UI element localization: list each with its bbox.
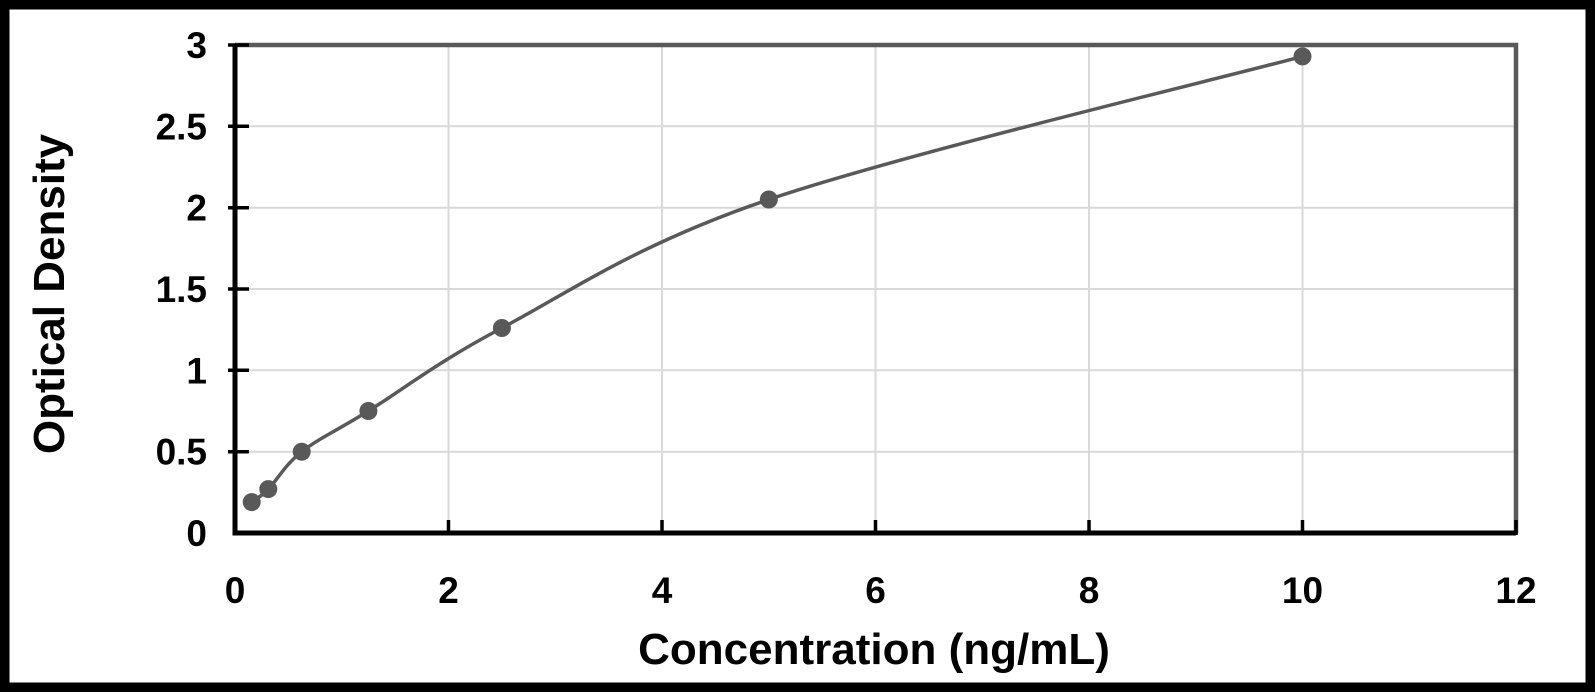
y-tick-label: 3 — [186, 25, 207, 66]
x-tick-label: 10 — [1282, 570, 1323, 611]
y-tick-label: 0.5 — [156, 432, 207, 473]
axis-ticks — [228, 43, 1518, 535]
data-series — [242, 47, 1312, 512]
x-tick-label: 0 — [225, 570, 246, 611]
data-point-marker — [492, 319, 511, 337]
x-axis-title: Concentration (ng/mL) — [638, 625, 1110, 674]
data-point-marker — [1293, 47, 1312, 66]
x-tick-label: 12 — [1495, 570, 1536, 611]
plot-border — [235, 42, 1519, 533]
data-point-marker — [759, 190, 778, 209]
data-point-marker — [292, 442, 311, 461]
x-tick-label: 8 — [1079, 570, 1100, 611]
y-tick-label: 2 — [186, 188, 207, 229]
data-point-marker — [242, 493, 261, 512]
y-tick-label: 0 — [186, 513, 207, 554]
tick-labels: 0 2 4 6 8 10 12 0 0.5 1 1.5 2 2.5 3 — [156, 25, 1537, 611]
y-tick-label: 2.5 — [156, 106, 207, 147]
gridlines — [235, 44, 1517, 533]
standard-curve-line — [249, 54, 1305, 504]
x-tick-label: 6 — [865, 570, 886, 611]
x-tick-label: 2 — [438, 570, 459, 611]
y-tick-label: 1 — [186, 350, 207, 391]
y-tick-label: 1.5 — [156, 269, 207, 310]
data-point-marker — [259, 480, 278, 499]
y-axis-title: Optical Density — [25, 133, 74, 454]
x-tick-label: 4 — [652, 570, 673, 611]
data-point-marker — [359, 402, 378, 420]
